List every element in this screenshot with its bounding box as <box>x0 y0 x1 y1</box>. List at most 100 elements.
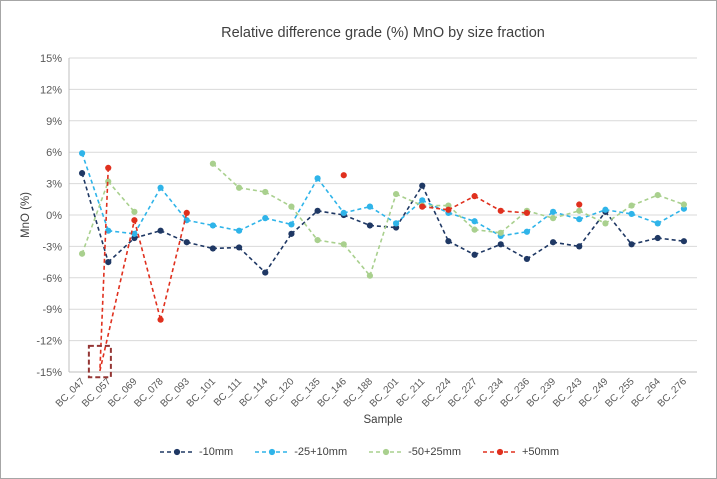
data-point <box>576 243 583 250</box>
data-point <box>78 250 86 257</box>
series--10mm <box>78 170 688 276</box>
data-point <box>497 241 504 248</box>
y-axis-tick-label: 6% <box>46 147 62 159</box>
x-axis-category-label: BC_276 <box>656 376 690 410</box>
data-point <box>497 207 504 214</box>
legend-label: +50mm <box>522 446 559 458</box>
series--25+10mm <box>78 150 688 240</box>
data-point <box>262 269 269 276</box>
data-point <box>602 206 609 213</box>
data-point <box>288 230 295 237</box>
data-point <box>497 229 504 236</box>
series-line <box>99 167 527 372</box>
data-point <box>314 237 321 244</box>
data-point <box>419 182 426 189</box>
data-point <box>78 170 86 177</box>
data-point <box>366 222 374 229</box>
data-point <box>445 238 452 245</box>
legend-marker <box>159 448 194 456</box>
legend-item--25+10mm: -25+10mm <box>255 446 347 458</box>
data-point <box>183 209 190 217</box>
data-point <box>549 239 557 246</box>
data-point <box>523 209 531 217</box>
data-point <box>445 206 452 213</box>
data-point <box>366 272 374 279</box>
legend-label: -10mm <box>198 446 234 458</box>
data-point <box>628 210 635 218</box>
data-point <box>576 207 583 214</box>
legend-marker <box>483 448 517 456</box>
data-point <box>131 230 138 237</box>
y-axis-tick-label: -6% <box>42 273 62 285</box>
x-axis-title: Sample <box>363 414 403 426</box>
y-axis-tick-label: 9% <box>46 116 62 128</box>
data-point <box>471 193 478 200</box>
data-point <box>576 201 583 208</box>
data-point <box>105 178 112 185</box>
data-point <box>340 209 347 217</box>
data-point <box>183 239 190 246</box>
data-point <box>105 227 112 234</box>
y-axis-tick-label: 0% <box>46 210 62 222</box>
data-point <box>262 215 269 222</box>
data-point <box>288 203 295 210</box>
data-point <box>157 316 164 323</box>
data-point <box>235 227 243 234</box>
x-axis-category-label: BC_101 <box>185 376 219 410</box>
data-point <box>131 217 138 224</box>
legend-marker <box>369 448 404 456</box>
data-point <box>157 227 164 234</box>
y-axis-tick-label: -15% <box>36 367 62 379</box>
y-axis-tick-label: 15% <box>40 53 62 65</box>
data-point <box>235 184 243 191</box>
data-point <box>340 241 347 248</box>
data-point <box>471 226 478 233</box>
y-axis-tick-label: 12% <box>40 84 62 96</box>
data-point <box>262 188 269 196</box>
data-point <box>314 207 321 214</box>
data-point <box>549 215 557 222</box>
data-point <box>602 220 609 227</box>
data-point <box>523 255 531 263</box>
legend-item-+50mm: +50mm <box>483 446 559 458</box>
legend-label: -50+25mm <box>408 446 461 458</box>
y-axis-tick-label: 3% <box>46 179 62 191</box>
data-point <box>209 222 217 229</box>
data-point <box>471 251 478 258</box>
series-+50mm <box>99 164 583 372</box>
y-axis-tick-label: -3% <box>42 241 62 253</box>
data-point <box>105 259 112 266</box>
legend: -10mm -25+10mm -50+25mm +50mm <box>1 446 716 458</box>
data-point <box>209 160 217 167</box>
data-point <box>419 197 426 204</box>
chart-title: Relative difference grade (%) MnO by siz… <box>221 25 545 41</box>
data-point <box>471 218 478 225</box>
y-axis-title: MnO (%) <box>20 192 32 238</box>
data-point <box>419 203 426 210</box>
data-point <box>209 245 217 252</box>
legend-item--50+25mm: -50+25mm <box>369 446 461 458</box>
data-point <box>105 164 112 171</box>
series-line <box>81 172 685 274</box>
data-point <box>628 202 635 209</box>
data-point <box>314 175 321 182</box>
legend-item--10mm: -10mm <box>159 446 234 458</box>
data-point <box>654 192 661 199</box>
data-point <box>392 220 400 227</box>
series--50+25mm <box>78 160 688 279</box>
data-point <box>680 201 688 208</box>
data-point <box>576 216 583 223</box>
data-point <box>366 203 374 210</box>
legend-marker <box>255 448 290 456</box>
legend-label: -25+10mm <box>294 446 348 458</box>
y-axis-tick-label: -12% <box>36 336 62 348</box>
data-point <box>235 244 243 251</box>
data-point <box>654 220 661 227</box>
data-point <box>654 234 661 242</box>
data-point <box>340 172 347 179</box>
data-point <box>131 208 138 215</box>
data-point <box>628 241 635 248</box>
data-point <box>523 228 531 235</box>
